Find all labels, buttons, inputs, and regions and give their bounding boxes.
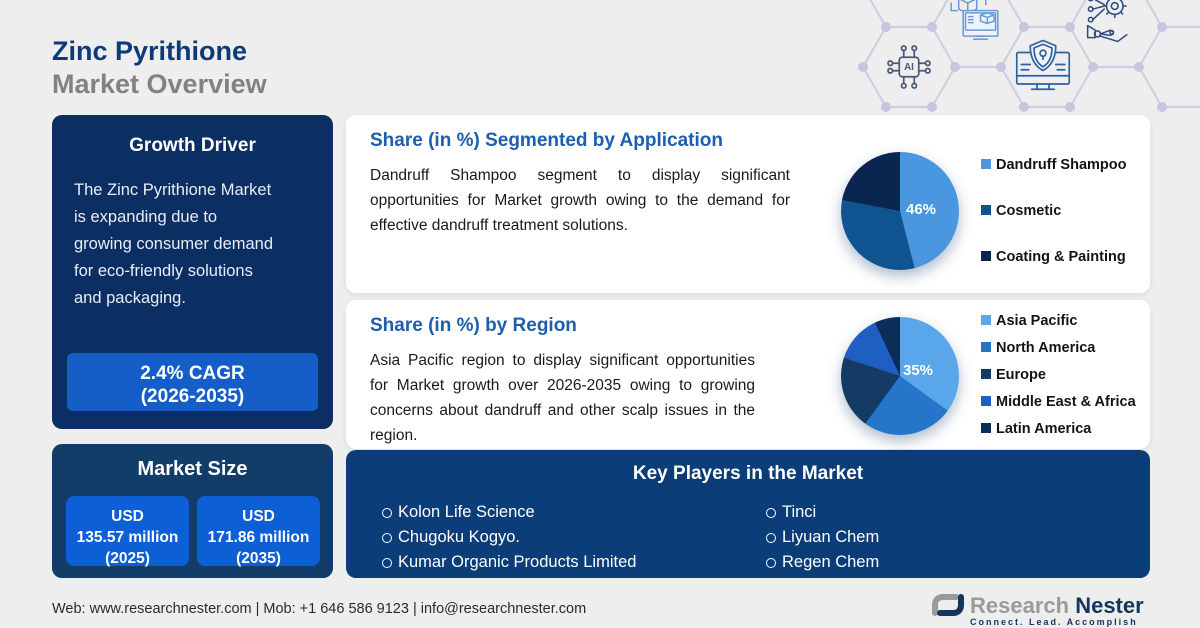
svg-text:Connect. Lead. Accomplish: Connect. Lead. Accomplish: [970, 617, 1138, 627]
svg-text:Research Nester: Research Nester: [970, 593, 1144, 618]
svg-text:AI: AI: [904, 62, 914, 73]
